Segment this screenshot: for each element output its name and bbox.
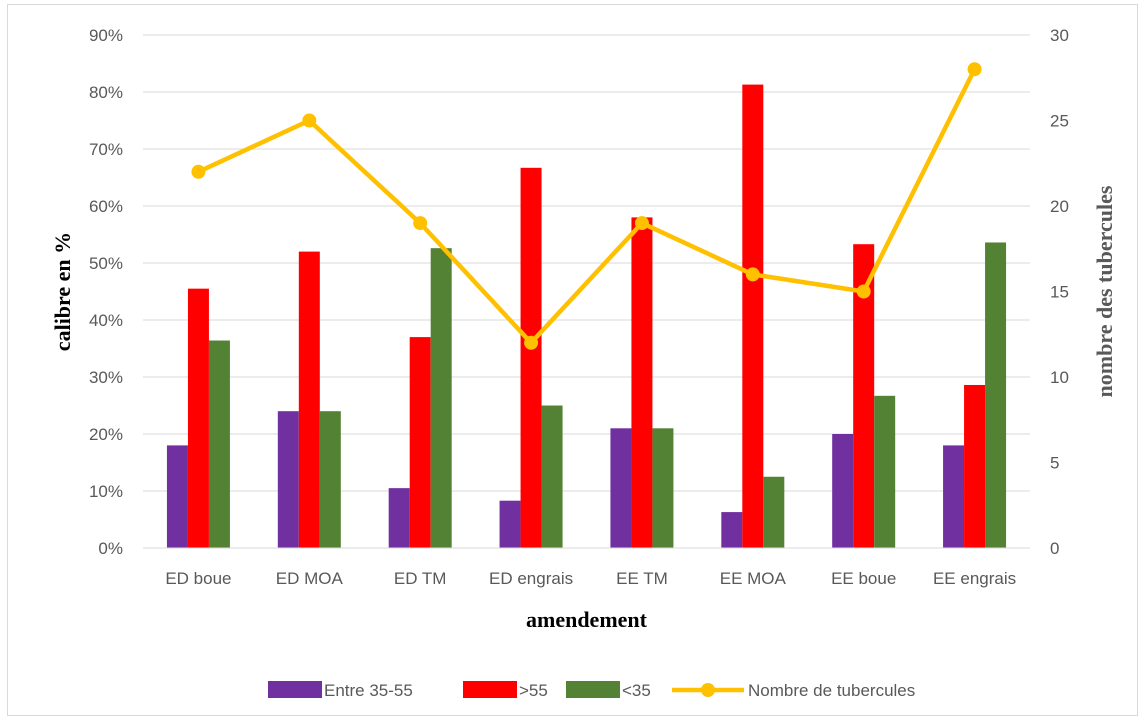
y2-tick-label: 30 (1050, 26, 1069, 45)
bar--55 (188, 289, 209, 548)
bar-entre-35-55 (278, 411, 299, 548)
line-point (191, 165, 205, 179)
bar--35 (320, 411, 341, 548)
line-point (857, 285, 871, 299)
y2-tick-label: 25 (1050, 112, 1069, 131)
bar-entre-35-55 (832, 434, 853, 548)
bar-entre-35-55 (500, 501, 521, 548)
y-tick-label: 30% (89, 368, 123, 387)
bar-entre-35-55 (721, 512, 742, 548)
x-tick-label: ED boue (165, 569, 231, 588)
bar--35 (542, 406, 563, 549)
legend-swatch (268, 681, 322, 698)
x-tick-label: EE TM (616, 569, 668, 588)
bar-entre-35-55 (389, 488, 410, 548)
y-tick-label: 60% (89, 197, 123, 216)
y-axis-title: calibre en % (50, 232, 75, 351)
x-tick-label: ED MOA (276, 569, 344, 588)
bar--35 (431, 248, 452, 548)
line-point (302, 114, 316, 128)
bar--55 (742, 85, 763, 548)
bar--35 (874, 396, 895, 548)
bar--55 (410, 337, 431, 548)
bar--35 (209, 341, 230, 548)
bar--55 (521, 168, 542, 548)
bar--35 (985, 242, 1006, 548)
bar--35 (652, 428, 673, 548)
bar--35 (763, 477, 784, 548)
legend-swatch (566, 681, 620, 698)
y-tick-label: 50% (89, 254, 123, 273)
line-point (746, 267, 760, 281)
y-tick-label: 10% (89, 482, 123, 501)
x-tick-label: EE MOA (720, 569, 787, 588)
line-point (968, 62, 982, 76)
legend-swatch (463, 681, 517, 698)
x-tick-label: ED TM (394, 569, 447, 588)
bar-entre-35-55 (610, 428, 631, 548)
legend-label: Nombre de tubercules (748, 681, 915, 700)
x-tick-label: EE engrais (933, 569, 1016, 588)
legend-label: <35 (622, 681, 651, 700)
y-tick-label: 70% (89, 140, 123, 159)
line-point (413, 216, 427, 230)
line-point (635, 216, 649, 230)
x-tick-label: ED engrais (489, 569, 573, 588)
y-tick-label: 40% (89, 311, 123, 330)
y2-tick-label: 10 (1050, 368, 1069, 387)
y2-tick-label: 15 (1050, 283, 1069, 302)
y-tick-label: 90% (89, 26, 123, 45)
y2-tick-label: 5 (1050, 454, 1059, 473)
y2-tick-label: 0 (1050, 539, 1059, 558)
bar-entre-35-55 (943, 445, 964, 548)
y2-tick-label: 20 (1050, 197, 1069, 216)
legend-label: >55 (519, 681, 548, 700)
y-tick-label: 0% (98, 539, 123, 558)
bar--55 (964, 385, 985, 548)
legend-marker (701, 683, 715, 697)
legend-label: Entre 35-55 (324, 681, 413, 700)
bar--55 (631, 217, 652, 548)
x-axis-title: amendement (526, 607, 648, 632)
y-tick-label: 20% (89, 425, 123, 444)
y2-axis-title: nombre des tubercules (1092, 185, 1117, 397)
line-point (524, 336, 538, 350)
bar--55 (299, 252, 320, 548)
bar-entre-35-55 (167, 445, 188, 548)
y-tick-label: 80% (89, 83, 123, 102)
x-tick-label: EE boue (831, 569, 896, 588)
